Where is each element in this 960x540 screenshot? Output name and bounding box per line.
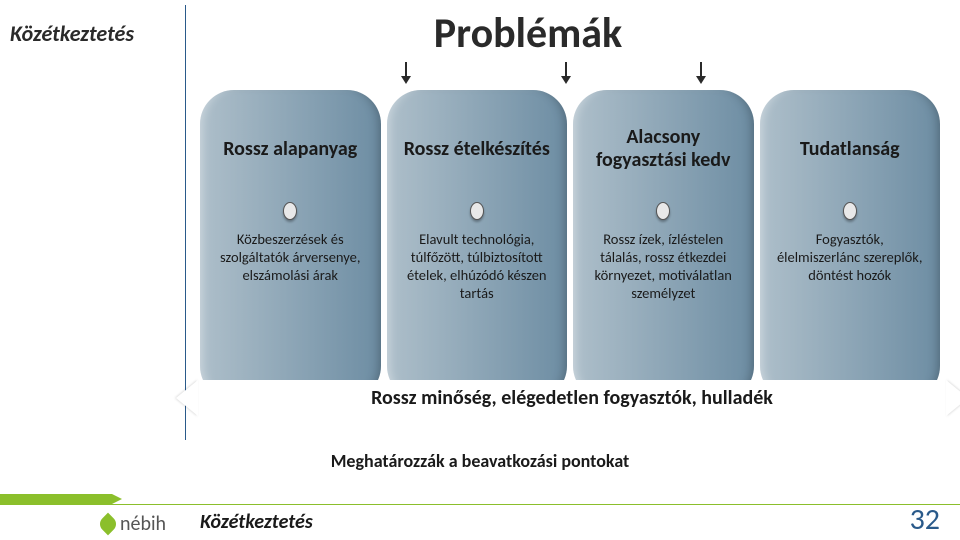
column-heading: Tudatlanság xyxy=(766,104,935,194)
column-body: Fogyasztók, élelmiszerlánc szereplők, dö… xyxy=(766,230,935,284)
page-number: 32 xyxy=(910,501,940,538)
marker-icon xyxy=(283,202,297,220)
title-arrows xyxy=(0,62,960,92)
logo-text: nébih xyxy=(120,512,166,536)
summary-bar: Rossz minőség, elégedetlen fogyasztók, h… xyxy=(198,380,946,416)
arrow-down-icon xyxy=(405,62,407,78)
column-4: Tudatlanság Fogyasztók, élelmiszerlánc s… xyxy=(760,90,941,400)
arrow-down-icon xyxy=(700,62,702,78)
marker-icon xyxy=(470,202,484,220)
column-heading: Rossz alapanyag xyxy=(206,104,375,194)
summary-text: Rossz minőség, elégedetlen fogyasztók, h… xyxy=(371,386,773,410)
column-2: Rossz ételkészítés Elavult technológia, … xyxy=(387,90,568,400)
footer-accent xyxy=(0,494,112,504)
arrow-down-icon xyxy=(565,62,567,78)
column-body: Elavult technológia, túlfőzött, túlbizto… xyxy=(393,230,562,303)
logo: nébih xyxy=(100,512,166,536)
marker-icon xyxy=(656,202,670,220)
column-body: Rossz ízek, ízléstelen tálalás, rossz ét… xyxy=(579,230,748,303)
page-title: Problémák xyxy=(434,8,622,59)
column-body: Közbeszerzések és szolgáltatók árverseny… xyxy=(206,230,375,284)
footer-label: Közétkeztetés xyxy=(200,510,313,534)
leaf-icon xyxy=(97,513,120,536)
column-heading: Alacsony fogyasztási kedv xyxy=(579,104,748,194)
footer: nébih Közétkeztetés 32 xyxy=(0,498,960,540)
subtext: Meghatározzák a beavatkozási pontokat xyxy=(0,450,960,472)
header-label: Közétkeztetés xyxy=(10,20,134,47)
column-1: Rossz alapanyag Közbeszerzések és szolgá… xyxy=(200,90,381,400)
column-3: Alacsony fogyasztási kedv Rossz ízek, íz… xyxy=(573,90,754,400)
footer-line xyxy=(0,504,960,505)
marker-icon xyxy=(843,202,857,220)
columns-container: Rossz alapanyag Közbeszerzések és szolgá… xyxy=(200,90,940,400)
column-heading: Rossz ételkészítés xyxy=(393,104,562,194)
